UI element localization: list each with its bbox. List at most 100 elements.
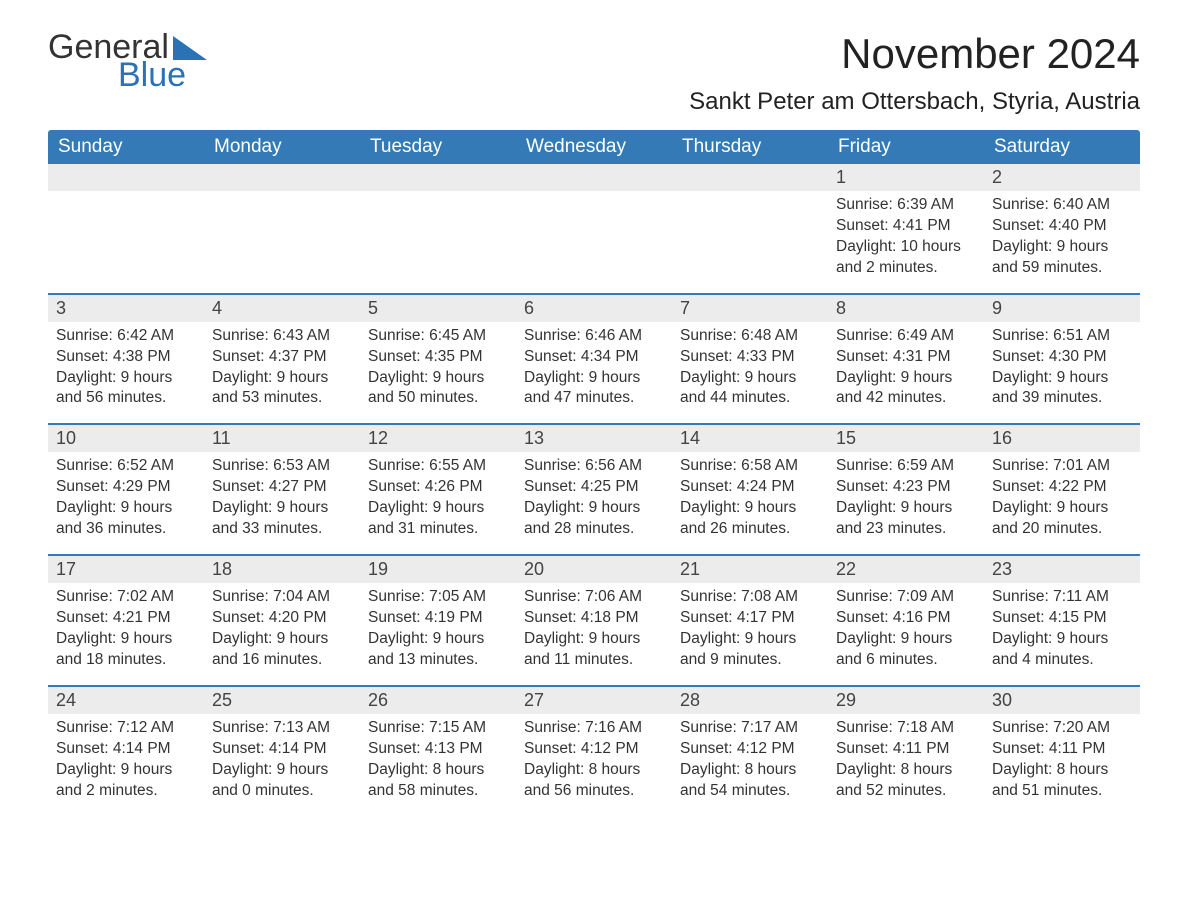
sunset-text: Sunset: 4:25 PM [524,477,664,498]
sunrise-text: Sunrise: 6:51 AM [992,326,1132,347]
sunrise-text: Sunrise: 6:52 AM [56,456,196,477]
sunset-text: Sunset: 4:15 PM [992,608,1132,629]
calendar-day: 26Sunrise: 7:15 AMSunset: 4:13 PMDayligh… [360,687,516,816]
day-details: Sunrise: 7:06 AMSunset: 4:18 PMDaylight:… [516,583,672,685]
weekday-header: Friday [828,130,984,164]
calendar-day: 29Sunrise: 7:18 AMSunset: 4:11 PMDayligh… [828,687,984,816]
sunset-text: Sunset: 4:29 PM [56,477,196,498]
day-number: 29 [828,687,984,714]
calendar-day: 1Sunrise: 6:39 AMSunset: 4:41 PMDaylight… [828,164,984,293]
daylight-text: Daylight: 9 hours and 53 minutes. [212,368,352,410]
sunrise-text: Sunrise: 7:04 AM [212,587,352,608]
daylight-text: Daylight: 9 hours and 59 minutes. [992,237,1132,279]
sunset-text: Sunset: 4:17 PM [680,608,820,629]
calendar-day-empty [360,164,516,293]
sunset-text: Sunset: 4:20 PM [212,608,352,629]
day-details: Sunrise: 7:20 AMSunset: 4:11 PMDaylight:… [984,714,1140,816]
calendar-day: 23Sunrise: 7:11 AMSunset: 4:15 PMDayligh… [984,556,1140,685]
day-number: 21 [672,556,828,583]
calendar-day: 15Sunrise: 6:59 AMSunset: 4:23 PMDayligh… [828,425,984,554]
sunrise-text: Sunrise: 7:09 AM [836,587,976,608]
day-number: 9 [984,295,1140,322]
sunset-text: Sunset: 4:11 PM [836,739,976,760]
calendar-week: 17Sunrise: 7:02 AMSunset: 4:21 PMDayligh… [48,554,1140,685]
daylight-text: Daylight: 9 hours and 39 minutes. [992,368,1132,410]
sunset-text: Sunset: 4:23 PM [836,477,976,498]
sunrise-text: Sunrise: 6:49 AM [836,326,976,347]
sunrise-text: Sunrise: 7:06 AM [524,587,664,608]
daylight-text: Daylight: 9 hours and 4 minutes. [992,629,1132,671]
day-number: 14 [672,425,828,452]
day-number: 22 [828,556,984,583]
daylight-text: Daylight: 9 hours and 16 minutes. [212,629,352,671]
calendar-day: 9Sunrise: 6:51 AMSunset: 4:30 PMDaylight… [984,295,1140,424]
sunset-text: Sunset: 4:18 PM [524,608,664,629]
calendar-day-empty [204,164,360,293]
calendar-day: 5Sunrise: 6:45 AMSunset: 4:35 PMDaylight… [360,295,516,424]
day-number [204,164,360,191]
daylight-text: Daylight: 8 hours and 51 minutes. [992,760,1132,802]
sunrise-text: Sunrise: 6:45 AM [368,326,508,347]
sunset-text: Sunset: 4:13 PM [368,739,508,760]
daylight-text: Daylight: 9 hours and 23 minutes. [836,498,976,540]
calendar-day: 19Sunrise: 7:05 AMSunset: 4:19 PMDayligh… [360,556,516,685]
day-details: Sunrise: 7:15 AMSunset: 4:13 PMDaylight:… [360,714,516,816]
daylight-text: Daylight: 9 hours and 33 minutes. [212,498,352,540]
day-details: Sunrise: 6:40 AMSunset: 4:40 PMDaylight:… [984,191,1140,293]
sunset-text: Sunset: 4:35 PM [368,347,508,368]
daylight-text: Daylight: 9 hours and 31 minutes. [368,498,508,540]
weekday-header-row: SundayMondayTuesdayWednesdayThursdayFrid… [48,130,1140,164]
daylight-text: Daylight: 9 hours and 28 minutes. [524,498,664,540]
day-number: 6 [516,295,672,322]
day-details: Sunrise: 6:43 AMSunset: 4:37 PMDaylight:… [204,322,360,424]
daylight-text: Daylight: 9 hours and 50 minutes. [368,368,508,410]
month-title: November 2024 [689,30,1140,78]
sunset-text: Sunset: 4:24 PM [680,477,820,498]
weekday-header: Monday [204,130,360,164]
day-number: 15 [828,425,984,452]
calendar-day: 16Sunrise: 7:01 AMSunset: 4:22 PMDayligh… [984,425,1140,554]
calendar-day: 17Sunrise: 7:02 AMSunset: 4:21 PMDayligh… [48,556,204,685]
sunrise-text: Sunrise: 7:17 AM [680,718,820,739]
calendar-week: 10Sunrise: 6:52 AMSunset: 4:29 PMDayligh… [48,423,1140,554]
sunset-text: Sunset: 4:41 PM [836,216,976,237]
day-number: 3 [48,295,204,322]
sunrise-text: Sunrise: 7:13 AM [212,718,352,739]
calendar: SundayMondayTuesdayWednesdayThursdayFrid… [48,130,1140,815]
day-number: 25 [204,687,360,714]
day-details: Sunrise: 7:16 AMSunset: 4:12 PMDaylight:… [516,714,672,816]
calendar-day: 21Sunrise: 7:08 AMSunset: 4:17 PMDayligh… [672,556,828,685]
sunset-text: Sunset: 4:14 PM [212,739,352,760]
sunrise-text: Sunrise: 7:11 AM [992,587,1132,608]
calendar-day: 11Sunrise: 6:53 AMSunset: 4:27 PMDayligh… [204,425,360,554]
daylight-text: Daylight: 9 hours and 13 minutes. [368,629,508,671]
day-number: 27 [516,687,672,714]
daylight-text: Daylight: 9 hours and 2 minutes. [56,760,196,802]
calendar-day: 3Sunrise: 6:42 AMSunset: 4:38 PMDaylight… [48,295,204,424]
sunset-text: Sunset: 4:27 PM [212,477,352,498]
calendar-day: 20Sunrise: 7:06 AMSunset: 4:18 PMDayligh… [516,556,672,685]
daylight-text: Daylight: 8 hours and 58 minutes. [368,760,508,802]
day-details: Sunrise: 6:58 AMSunset: 4:24 PMDaylight:… [672,452,828,554]
day-number: 20 [516,556,672,583]
sunrise-text: Sunrise: 7:01 AM [992,456,1132,477]
header: General Blue November 2024 Sankt Peter a… [48,30,1140,116]
sunset-text: Sunset: 4:12 PM [524,739,664,760]
daylight-text: Daylight: 9 hours and 26 minutes. [680,498,820,540]
calendar-day: 12Sunrise: 6:55 AMSunset: 4:26 PMDayligh… [360,425,516,554]
sunrise-text: Sunrise: 7:20 AM [992,718,1132,739]
day-number [672,164,828,191]
daylight-text: Daylight: 9 hours and 18 minutes. [56,629,196,671]
day-details: Sunrise: 6:51 AMSunset: 4:30 PMDaylight:… [984,322,1140,424]
daylight-text: Daylight: 9 hours and 11 minutes. [524,629,664,671]
day-details: Sunrise: 6:49 AMSunset: 4:31 PMDaylight:… [828,322,984,424]
weekday-header: Thursday [672,130,828,164]
sunset-text: Sunset: 4:26 PM [368,477,508,498]
sunrise-text: Sunrise: 6:43 AM [212,326,352,347]
calendar-week: 3Sunrise: 6:42 AMSunset: 4:38 PMDaylight… [48,293,1140,424]
calendar-week: 1Sunrise: 6:39 AMSunset: 4:41 PMDaylight… [48,164,1140,293]
day-details: Sunrise: 7:05 AMSunset: 4:19 PMDaylight:… [360,583,516,685]
day-number: 12 [360,425,516,452]
sunset-text: Sunset: 4:34 PM [524,347,664,368]
sunrise-text: Sunrise: 7:16 AM [524,718,664,739]
